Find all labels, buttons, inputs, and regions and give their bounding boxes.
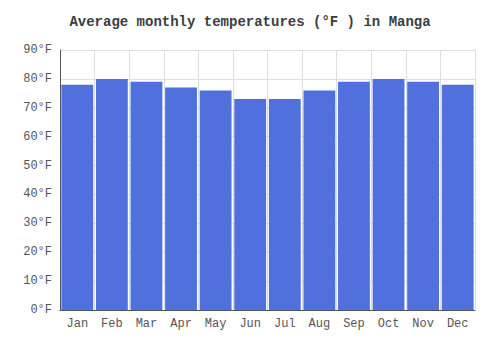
- svg-text:Dec: Dec: [447, 317, 469, 331]
- svg-text:70°F: 70°F: [23, 101, 52, 115]
- svg-text:10°F: 10°F: [23, 274, 52, 288]
- svg-text:Apr: Apr: [170, 317, 192, 331]
- svg-text:Feb: Feb: [101, 317, 123, 331]
- svg-text:Nov: Nov: [412, 317, 434, 331]
- svg-text:Jul: Jul: [274, 317, 296, 331]
- svg-text:90°F: 90°F: [23, 43, 52, 57]
- svg-text:80°F: 80°F: [23, 72, 52, 86]
- svg-text:50°F: 50°F: [23, 159, 52, 173]
- svg-text:Jun: Jun: [239, 317, 261, 331]
- svg-text:20°F: 20°F: [23, 245, 52, 259]
- svg-text:40°F: 40°F: [23, 187, 52, 201]
- svg-text:May: May: [205, 317, 227, 331]
- svg-text:Average monthly temperatures (: Average monthly temperatures (°F ) in Ma…: [69, 14, 431, 30]
- svg-text:Sep: Sep: [343, 317, 365, 331]
- svg-text:Oct: Oct: [378, 317, 400, 331]
- svg-text:30°F: 30°F: [23, 216, 52, 230]
- svg-text:Mar: Mar: [136, 317, 158, 331]
- svg-text:Jan: Jan: [66, 317, 88, 331]
- svg-text:0°F: 0°F: [30, 303, 52, 317]
- svg-text:Aug: Aug: [309, 317, 331, 331]
- svg-text:60°F: 60°F: [23, 130, 52, 144]
